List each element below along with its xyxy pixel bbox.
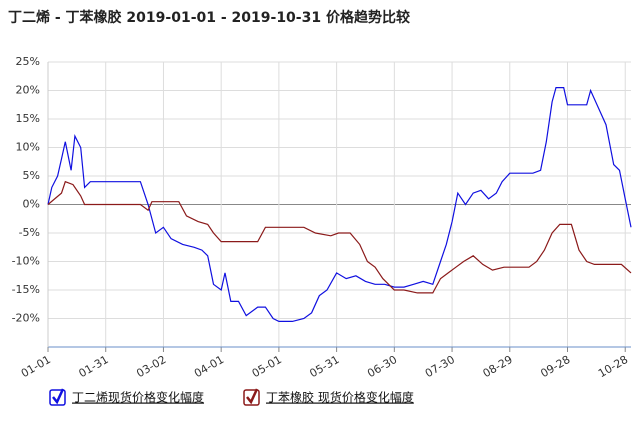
y-tick-label: 20%: [16, 84, 40, 97]
x-tick-label: 08-29: [481, 353, 515, 380]
y-tick-label: -15%: [12, 283, 40, 296]
legend-label: 丁二烯现货价格变化幅度: [72, 390, 204, 405]
y-tick-label: -5%: [19, 226, 40, 239]
x-tick-label: 06-30: [365, 353, 399, 380]
x-tick-label: 05-31: [307, 353, 341, 380]
chart-title: 丁二烯 - 丁苯橡胶 2019-01-01 - 2019-10-31 价格趋势比…: [8, 9, 410, 26]
x-tick-label: 05-01: [250, 353, 284, 380]
y-tick-label: 10%: [16, 141, 40, 154]
legend-check: [52, 388, 65, 405]
y-tick-label: 5%: [23, 169, 40, 182]
x-tick-label: 04-01: [192, 353, 226, 380]
legend-check: [246, 388, 259, 405]
y-tick-label: 0%: [23, 198, 40, 211]
series-line: [47, 87, 632, 322]
legend-item[interactable]: 丁苯橡胶 现货价格变化幅度: [243, 388, 414, 406]
x-tick-label: 01-31: [77, 353, 111, 380]
x-tick-label: 10-28: [596, 353, 630, 380]
series-line: [47, 180, 632, 294]
legend-label: 丁苯橡胶 现货价格变化幅度: [266, 390, 414, 405]
x-tick-label: 03-02: [134, 353, 168, 380]
x-tick-label: 01-01: [19, 353, 53, 380]
y-tick-label: -10%: [12, 255, 40, 268]
y-tick-label: -20%: [12, 312, 40, 325]
x-tick-label: 07-30: [423, 353, 457, 380]
y-tick-label: 25%: [16, 55, 40, 68]
legend-item[interactable]: 丁二烯现货价格变化幅度: [49, 388, 204, 406]
x-tick-label: 09-28: [538, 353, 572, 380]
y-tick-label: 15%: [16, 112, 40, 125]
